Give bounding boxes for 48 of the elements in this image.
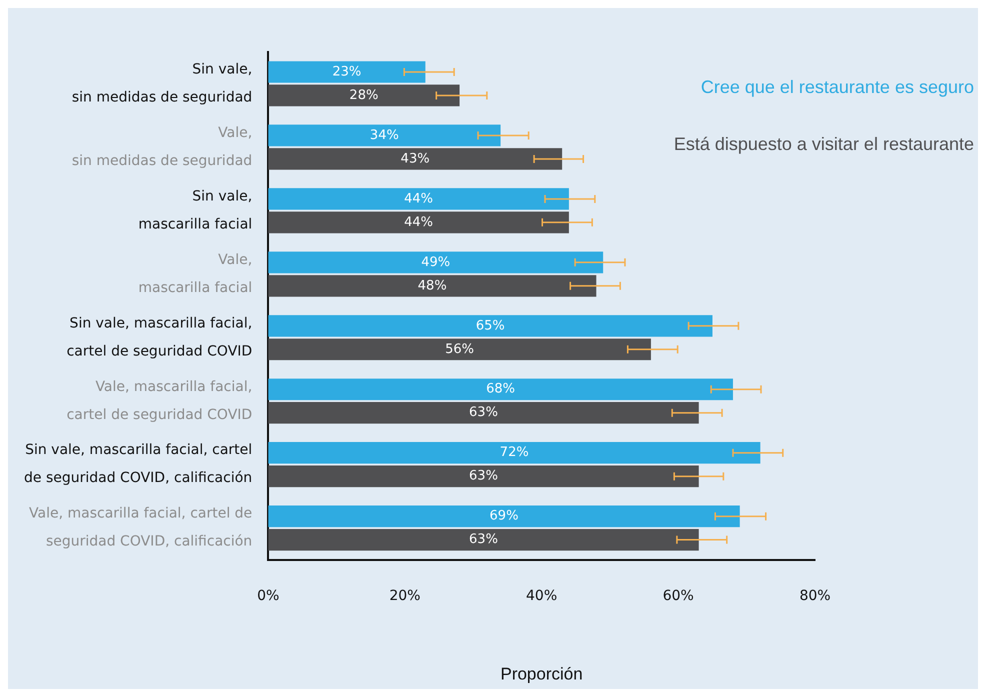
bar [268,442,760,464]
bar [268,252,604,274]
data-label: 68% [486,382,516,397]
data-label: 34% [370,128,399,143]
bar [268,84,460,106]
data-label: 63% [469,532,498,548]
bar [268,212,569,234]
bar [268,529,699,551]
x-tick-label: 20% [389,588,420,604]
y-tick-label: Sin vale, mascarilla facial [138,188,252,232]
bar [268,378,733,400]
data-label: 28% [349,88,378,103]
data-label: 65% [476,318,505,334]
bar [268,61,426,83]
bar [268,148,562,170]
y-tick-label: Vale, sin medidas de seguridad [72,124,252,169]
text: Está dispuesto a visitar el restaurante [674,134,974,154]
y-tick-label: Sin vale, sin medidas de seguridad [72,61,252,106]
data-label: 69% [490,508,518,524]
bar [268,275,596,297]
y-tick-label: Vale, mascarilla facial, cartel de seguridad COVID [66,378,252,423]
data-label: 44% [404,191,434,206]
x-axis-title: Proporción [500,664,583,684]
bar [268,338,651,360]
bar [268,188,569,210]
x-tick-label: 60% [662,588,694,604]
y-tick-label: Sin vale, mascarilla facial, cartel de seguridad COVID [66,315,252,360]
y-tick-label: Vale, mascarilla facial, cartel de seguridad COVID, calificación [29,506,252,550]
data-label: 63% [469,468,498,484]
data-label: 56% [445,342,474,357]
x-tick-label: 0% [257,588,280,604]
bar [268,506,740,528]
y-tick-label: Vale, mascarilla facial [138,252,252,296]
data-label: 23% [332,64,362,80]
text: Cree que el restaurante es seguro [700,76,974,97]
x-tick-label: 80% [799,588,831,604]
bar [268,124,501,146]
data-label: 43% [400,151,430,166]
y-tick-label: Sin vale, mascarilla facial, cartel de seguridad COVID, calificación [24,442,252,486]
data-label: 72% [500,445,529,460]
data-label: 44% [404,214,434,230]
data-label: 63% [469,405,498,420]
data-label: 49% [421,254,450,270]
bar [268,315,712,337]
data-label: 48% [418,278,447,294]
bar [268,466,699,488]
x-tick-label: 40% [526,588,558,604]
bar [268,402,699,424]
